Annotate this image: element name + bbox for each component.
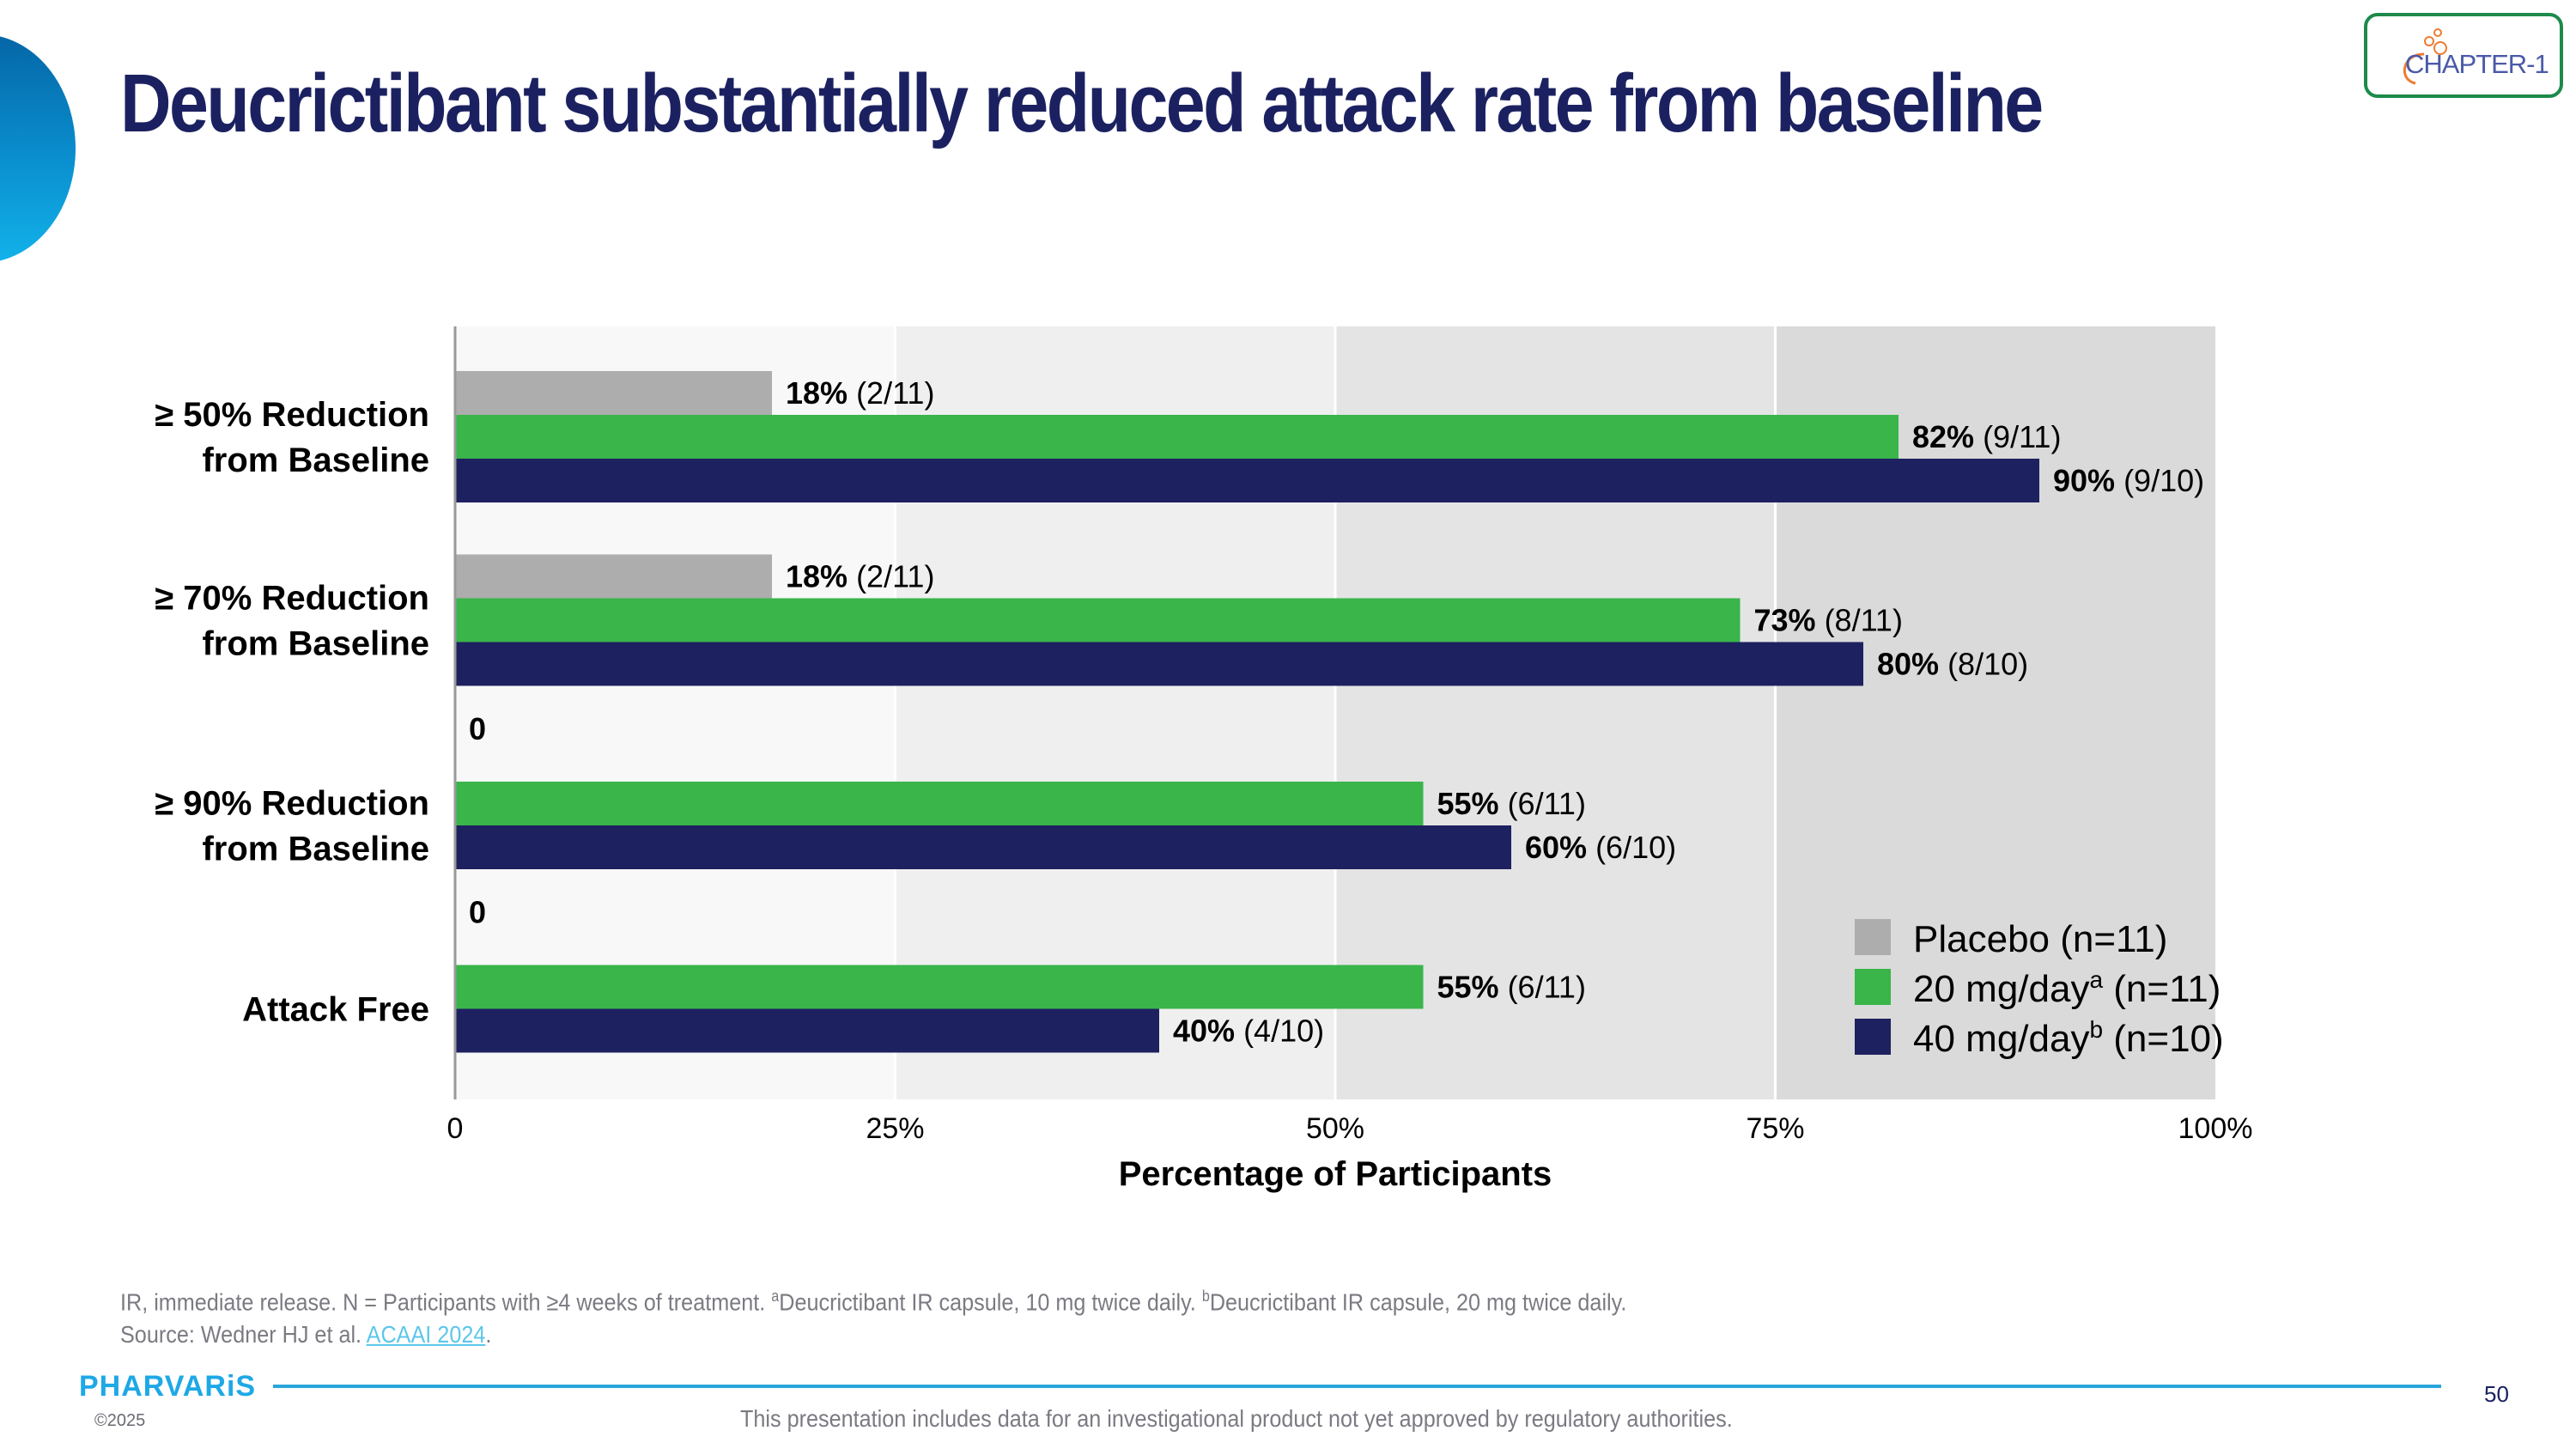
data-label-fraction: (9/11) (1974, 419, 2061, 454)
data-label-fraction: (2/11) (848, 375, 934, 411)
bar-1-3 (455, 965, 1424, 1009)
category-label: ≥ 90% Reduction (155, 785, 429, 823)
category-label: from Baseline (202, 831, 429, 868)
data-label: 0 (469, 895, 486, 930)
legend-label-main: Placebo (n=11) (1913, 918, 2167, 960)
legend-label: Placebo (n=11) (1913, 918, 2167, 960)
legend-swatch (1855, 919, 1891, 955)
data-label: 55% (6/11) (1437, 786, 1586, 821)
category-label: from Baseline (202, 625, 429, 663)
source-line: Source: Wedner HJ et al. ACAAI 2024. (120, 1318, 1626, 1351)
footnote: IR, immediate release. N = Participants … (120, 1280, 1626, 1351)
data-label-fraction: (8/11) (1816, 603, 1903, 638)
data-label: 80% (8/10) (1877, 647, 2028, 682)
data-label-fraction: (6/11) (1499, 786, 1586, 821)
logo-text: CHAPTER-1 (2405, 49, 2549, 79)
disclaimer: This presentation includes data for an i… (740, 1405, 1733, 1432)
bar-0-1 (455, 554, 772, 599)
data-label: 40% (4/10) (1173, 1014, 1324, 1049)
category-label: from Baseline (202, 441, 429, 479)
data-label-percent: 55% (1437, 970, 1499, 1005)
bar-1-2 (455, 782, 1424, 825)
category-label: ≥ 70% Reduction (155, 580, 429, 618)
data-label-percent: 18% (786, 559, 848, 594)
category-label: Attack Free (242, 991, 429, 1029)
data-label-fraction: (4/10) (1235, 1014, 1324, 1049)
source-suffix: . (485, 1321, 492, 1349)
x-tick-label: 25% (866, 1112, 924, 1145)
data-label: 90% (9/10) (2053, 463, 2204, 498)
data-label-percent: 90% (2053, 463, 2115, 498)
bar-1-0 (455, 415, 1899, 459)
page-number: 50 (2484, 1381, 2509, 1407)
data-label-percent: 73% (1754, 603, 1816, 638)
data-label-percent: 0 (469, 711, 486, 746)
data-label: 60% (6/10) (1525, 830, 1676, 865)
chapter-1-logo: CHAPTER-1 (2364, 13, 2563, 98)
legend-label-main: 40 mg/day (1913, 1018, 2089, 1060)
data-label: 18% (2/11) (786, 375, 934, 411)
data-label-percent: 60% (1525, 830, 1587, 865)
data-label-percent: 55% (1437, 786, 1499, 821)
footnote-sup-a: a (771, 1288, 780, 1305)
bubbles-icon (2403, 28, 2447, 85)
legend-label-sup: b (2089, 1016, 2103, 1043)
data-label-percent: 82% (1912, 419, 1974, 454)
footnote-line-1: IR, immediate release. N = Participants … (120, 1280, 1626, 1318)
x-tick-label: 100% (2178, 1112, 2253, 1145)
legend-label-main: 20 mg/day (1913, 968, 2089, 1010)
data-label-percent: 0 (469, 895, 486, 930)
footer-divider (273, 1385, 2441, 1388)
footnote-text: IR, immediate release. N = Participants … (120, 1288, 772, 1316)
legend-label-tail: (n=11) (2103, 968, 2221, 1010)
legend-label: 40 mg/dayb (n=10) (1913, 1016, 2224, 1060)
legend-swatch (1855, 969, 1891, 1005)
data-label-fraction: (6/11) (1499, 970, 1586, 1005)
bar-2-3 (455, 1008, 1159, 1053)
x-tick-label: 50% (1306, 1112, 1364, 1145)
footnote-sup-b: b (1201, 1288, 1210, 1305)
bar-2-2 (455, 825, 1511, 869)
data-label-fraction: (8/10) (1939, 647, 2028, 682)
data-label-fraction: (6/10) (1587, 830, 1676, 865)
legend-label-tail: (n=10) (2103, 1018, 2224, 1060)
source-link[interactable]: ACAAI 2024 (366, 1321, 486, 1349)
data-label-percent: 40% (1173, 1014, 1235, 1049)
bar-chart: 0 25% 50% 75% 100% Percentage of Participants… (155, 326, 2253, 1193)
data-label-fraction: (9/10) (2115, 463, 2204, 498)
category-label: ≥ 50% Reduction (155, 396, 429, 434)
page-title: Deucrictibant substantially reduced atta… (120, 58, 2044, 149)
pharvaris-logo: PHARVARiS (79, 1370, 257, 1403)
x-axis-title: Percentage of Participants (1119, 1155, 1552, 1193)
data-label-percent: 18% (786, 375, 848, 411)
data-label: 18% (2/11) (786, 559, 934, 594)
x-tick-label: 0 (447, 1112, 464, 1145)
data-label: 0 (469, 711, 486, 746)
data-label: 82% (9/11) (1912, 419, 2061, 454)
data-label-fraction: (2/11) (848, 559, 934, 594)
source-prefix: Source: Wedner HJ et al. (120, 1321, 367, 1349)
copyright: ©2025 (94, 1411, 146, 1430)
data-label: 55% (6/11) (1437, 970, 1586, 1005)
data-label: 73% (8/11) (1754, 603, 1903, 638)
legend-label-sup: a (2089, 966, 2103, 993)
bar-0-0 (455, 371, 772, 415)
legend-swatch (1855, 1019, 1891, 1055)
bar-2-0 (455, 459, 2039, 502)
bar-2-1 (455, 642, 1863, 686)
data-label-percent: 80% (1877, 647, 1939, 682)
footnote-text: Deucrictibant IR capsule, 20 mg twice da… (1209, 1288, 1627, 1316)
bar-1-1 (455, 598, 1741, 642)
footnote-text: Deucrictibant IR capsule, 10 mg twice da… (779, 1288, 1202, 1316)
legend-label: 20 mg/daya (n=11) (1913, 966, 2221, 1010)
x-tick-label: 75% (1746, 1112, 1804, 1145)
